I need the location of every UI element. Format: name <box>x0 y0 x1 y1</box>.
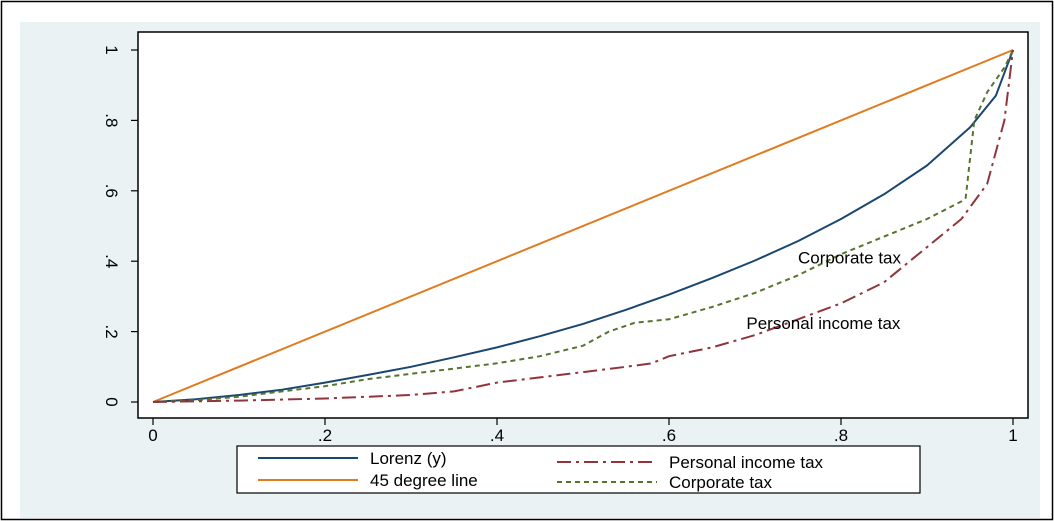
annotation-layer: Corporate tax Personal income tax <box>746 249 901 333</box>
x-tick-label: .6 <box>662 426 676 445</box>
x-tick-label: .2 <box>318 426 332 445</box>
x-tick-label: 0 <box>148 426 157 445</box>
series-line-corporate-tax <box>152 49 1014 403</box>
y-tick-label: .6 <box>102 184 121 198</box>
y-tick-label: .2 <box>102 325 121 339</box>
legend-label: Corporate tax <box>669 473 772 492</box>
series-line-personal-income-tax <box>152 49 1014 403</box>
x-tick-label: .8 <box>834 426 848 445</box>
series-line-45-degree-line <box>152 49 1014 403</box>
series-line-lorenz-y <box>152 49 1014 403</box>
legend-label: 45 degree line <box>370 471 478 490</box>
axes: 0 .2 .4 .6 .8 1 0 .2 .4 .6 .8 1 <box>102 45 1018 445</box>
legend-label: Personal income tax <box>669 453 824 472</box>
y-tick-label: 0 <box>102 397 121 406</box>
x-tick-label: 1 <box>1008 426 1017 445</box>
legend: Lorenz (y) 45 degree line Personal income … <box>236 445 921 494</box>
annotation-label: Corporate tax <box>798 249 901 268</box>
y-tick-label: .8 <box>102 113 121 127</box>
y-tick-label: 1 <box>102 45 121 54</box>
annotation-label: Personal income tax <box>746 314 901 333</box>
x-tick-label: .4 <box>490 426 504 445</box>
y-tick-label: .4 <box>102 254 121 268</box>
series-layer <box>152 49 1014 403</box>
legend-label: Lorenz (y) <box>370 449 447 468</box>
legend-box <box>236 445 921 494</box>
